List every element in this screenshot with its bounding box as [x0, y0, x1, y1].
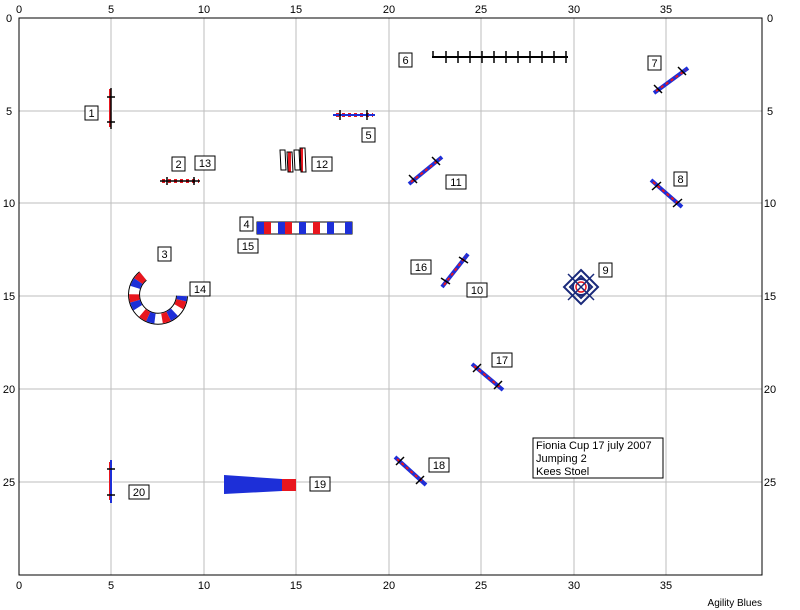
obstacle-number: 19 [314, 479, 326, 491]
obstacle-number: 7 [651, 58, 657, 70]
jump-18 [393, 455, 428, 487]
tick-label: 0 [16, 580, 22, 592]
obstacle-number: 13 [199, 158, 211, 170]
obstacle-number: 8 [677, 174, 683, 186]
obstacle-number: 18 [433, 460, 445, 472]
tick-label: 25 [475, 580, 487, 592]
tick-label: 20 [764, 384, 776, 396]
obstacle-number: 2 [175, 159, 181, 171]
tunnel-3 [128, 271, 188, 325]
tick-label: 5 [6, 106, 12, 118]
course-info-box: Fionia Cup 17 july 2007 Jumping 2 Kees S… [532, 437, 664, 479]
number-labels: 1 2 13 3 14 4 15 5 6 7 8 9 10 16 11 12 1… [84, 52, 688, 500]
course-border [18, 17, 763, 576]
tick-label: 5 [767, 106, 773, 118]
obstacle-number: 16 [415, 262, 427, 274]
jump-4-striped-bar [256, 221, 353, 235]
obstacle-number: 20 [133, 487, 145, 499]
tick-label: 15 [3, 291, 15, 303]
tick-label: 0 [16, 4, 22, 16]
obstacle-number: 11 [450, 177, 461, 189]
tick-label: 30 [568, 580, 580, 592]
tick-label: 25 [475, 4, 487, 16]
tick-label: 10 [764, 198, 776, 210]
tick-label: 0 [6, 13, 12, 25]
credit: Agility Blues [708, 598, 762, 609]
tick-label: 20 [3, 384, 15, 396]
tick-label: 15 [764, 291, 776, 303]
tick-label: 5 [108, 4, 114, 16]
obstacle-number: 3 [161, 249, 167, 261]
tick-label: 30 [568, 4, 580, 16]
obstacle-number: 12 [316, 159, 328, 171]
tick-label: 20 [383, 4, 395, 16]
tick-label: 0 [767, 13, 773, 25]
obstacle-number: 15 [242, 241, 254, 253]
obstacle-number: 10 [471, 285, 483, 297]
tick-label: 10 [198, 4, 210, 16]
tick-label: 20 [383, 580, 395, 592]
jump-17 [470, 362, 505, 392]
axis-top: 0 5 10 15 20 25 30 35 [16, 4, 672, 16]
jump-7 [652, 66, 690, 95]
tyre-9 [562, 268, 600, 306]
tick-label: 25 [764, 477, 776, 489]
jump-11 [407, 155, 444, 186]
chute-19 [224, 475, 296, 494]
jump-6-wall [432, 51, 568, 63]
obstacle-number: 1 [88, 108, 94, 120]
obstacle-number: 6 [402, 55, 408, 67]
jump-8 [649, 178, 684, 209]
tick-label: 25 [3, 477, 15, 489]
tick-label: 5 [108, 580, 114, 592]
jump-10 [440, 252, 470, 289]
axis-left: 0 5 10 15 20 25 [3, 13, 15, 489]
jump-1 [107, 88, 115, 129]
tick-label: 15 [290, 4, 302, 16]
tick-label: 10 [3, 198, 15, 210]
axis-bottom: 0 5 10 15 20 25 30 35 [16, 580, 672, 592]
obstacle-number: 14 [194, 284, 206, 296]
obstacle-number: 9 [602, 265, 608, 277]
tick-label: 35 [660, 4, 672, 16]
jump-5 [333, 110, 375, 120]
jump-20 [107, 460, 115, 503]
info-line: Fionia Cup 17 july 2007 [536, 440, 652, 452]
info-line: Jumping 2 [536, 453, 587, 465]
axis-right: 0 5 10 15 20 25 [764, 13, 776, 489]
info-line: Kees Stoel [536, 466, 589, 478]
obstacle-number: 17 [496, 355, 508, 367]
obstacle-number: 4 [243, 219, 249, 231]
tick-label: 10 [198, 580, 210, 592]
jump-2 [160, 177, 200, 185]
tick-label: 35 [660, 580, 672, 592]
tick-label: 15 [290, 580, 302, 592]
obstacle-number: 5 [365, 130, 371, 142]
jump-12-spread [279, 147, 307, 173]
